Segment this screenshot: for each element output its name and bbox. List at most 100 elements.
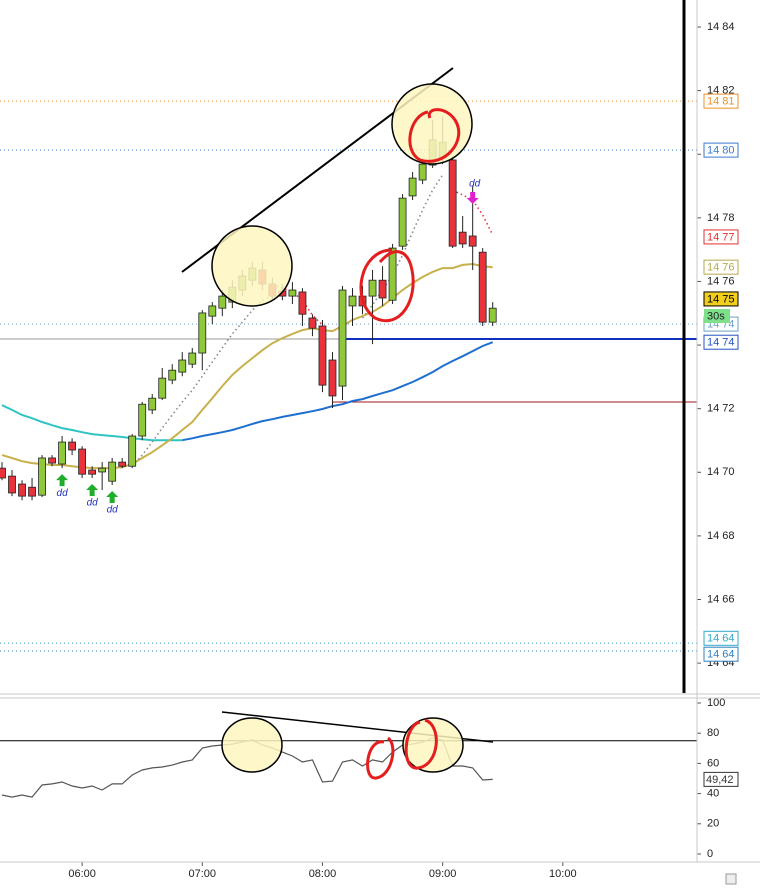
price-tag xyxy=(703,93,739,109)
drawings xyxy=(181,67,494,780)
y-tick-label: 14 82 xyxy=(707,85,735,97)
candle-body xyxy=(408,177,417,197)
candle-body xyxy=(488,307,497,323)
timer-label: 30s xyxy=(707,310,725,322)
price-tag-label: 14 75 xyxy=(707,293,735,305)
candle-body xyxy=(8,475,16,494)
price-tag xyxy=(703,142,739,158)
indicator-line xyxy=(131,295,273,467)
price-tag-label: 14 74 xyxy=(707,337,735,349)
price-tag xyxy=(703,334,739,350)
candle-body xyxy=(378,279,387,299)
highlight-circle xyxy=(402,717,464,773)
price-tag-label: 49,42 xyxy=(706,774,734,786)
candle-body xyxy=(458,231,467,245)
price-tag-label: 14 77 xyxy=(707,231,735,243)
candle-body xyxy=(478,251,487,323)
price-tag-label: 14 80 xyxy=(707,145,735,157)
x-tick-label: 07:00 xyxy=(189,868,217,880)
price-tag xyxy=(703,646,739,662)
candle-body xyxy=(418,163,427,181)
x-tick-label: 10:00 xyxy=(549,868,577,880)
y-tick-label: 14 66 xyxy=(707,593,735,605)
candle-body xyxy=(48,457,56,464)
candle-body xyxy=(368,279,377,297)
candle-body xyxy=(198,312,207,354)
price-tag xyxy=(703,291,739,307)
candle-body xyxy=(68,441,77,451)
candle-body xyxy=(18,483,26,497)
timer-tag xyxy=(704,309,730,323)
candle-body xyxy=(348,295,357,307)
signal-arrow xyxy=(56,474,69,487)
price-tag-label: 14 76 xyxy=(707,262,735,274)
price-tag-label: 14 81 xyxy=(707,96,735,108)
candle-body xyxy=(178,359,187,373)
candle-body xyxy=(38,457,46,496)
price-tag-label: 14 64 xyxy=(707,649,735,661)
candle-body xyxy=(188,352,197,365)
signal-label: dd xyxy=(87,498,99,509)
candle-body xyxy=(98,467,107,473)
candle-body xyxy=(338,289,347,387)
candle-body xyxy=(108,461,117,482)
candle-body xyxy=(448,159,457,247)
signal-label: dd xyxy=(57,488,69,499)
x-tick-label: 06:00 xyxy=(68,868,96,880)
price-tag xyxy=(703,229,739,245)
candle-body xyxy=(298,291,307,315)
scribble xyxy=(408,108,461,163)
candle-body xyxy=(398,197,407,247)
candle-body xyxy=(218,295,227,309)
candle-body xyxy=(158,377,167,399)
y-tick-label: 20 xyxy=(707,818,719,830)
candle-body xyxy=(288,289,297,297)
price-tag xyxy=(703,630,739,646)
candle-body xyxy=(128,435,137,467)
candle-body xyxy=(468,235,477,247)
x-tick-label: 08:00 xyxy=(309,868,337,880)
candle-body xyxy=(208,305,217,317)
signal-arrow xyxy=(466,192,479,205)
highlight-circle xyxy=(211,225,293,307)
y-tick-label: 0 xyxy=(707,848,713,860)
candle-body xyxy=(328,359,337,397)
y-tick-label: 14 76 xyxy=(707,275,735,287)
highlight-circle xyxy=(221,717,283,773)
y-tick-label: 80 xyxy=(707,727,719,739)
candle-body xyxy=(388,247,397,301)
y-tick-label: 40 xyxy=(707,788,719,800)
y-tick-label: 14 78 xyxy=(707,212,735,224)
candle-body xyxy=(58,441,66,465)
x-tick-label: 09:00 xyxy=(429,868,457,880)
candle-body xyxy=(118,461,127,467)
price-tag xyxy=(703,259,739,275)
candle-body xyxy=(78,448,87,475)
signal-label: dd xyxy=(469,179,481,190)
candle-body xyxy=(88,469,97,475)
y-tick-label: 14 68 xyxy=(707,530,735,542)
indicator-line xyxy=(182,341,494,442)
axes: 14 84 14 82 14 80 14 78 14 76 14 74 14 72 14 70… xyxy=(68,21,739,880)
y-tick-label: 14 72 xyxy=(707,403,735,415)
y-tick-label: 60 xyxy=(707,757,719,769)
y-tick-label: 14 84 xyxy=(707,21,735,33)
indicator-line xyxy=(272,284,324,326)
price-tag-label: 14 64 xyxy=(707,633,735,645)
indicator-line xyxy=(1,404,183,442)
price-tag xyxy=(703,771,739,787)
scribble xyxy=(359,248,415,322)
y-tick-label: 100 xyxy=(707,697,725,709)
highlight-circle xyxy=(391,83,473,165)
y-tick-label: 14 70 xyxy=(707,466,735,478)
signal-arrow xyxy=(86,484,99,497)
scroll-button[interactable] xyxy=(725,873,737,885)
candle-body xyxy=(308,317,317,329)
candle-body xyxy=(138,403,147,437)
candle-body xyxy=(28,486,36,497)
candle-body xyxy=(148,397,157,411)
scribble xyxy=(404,718,438,770)
